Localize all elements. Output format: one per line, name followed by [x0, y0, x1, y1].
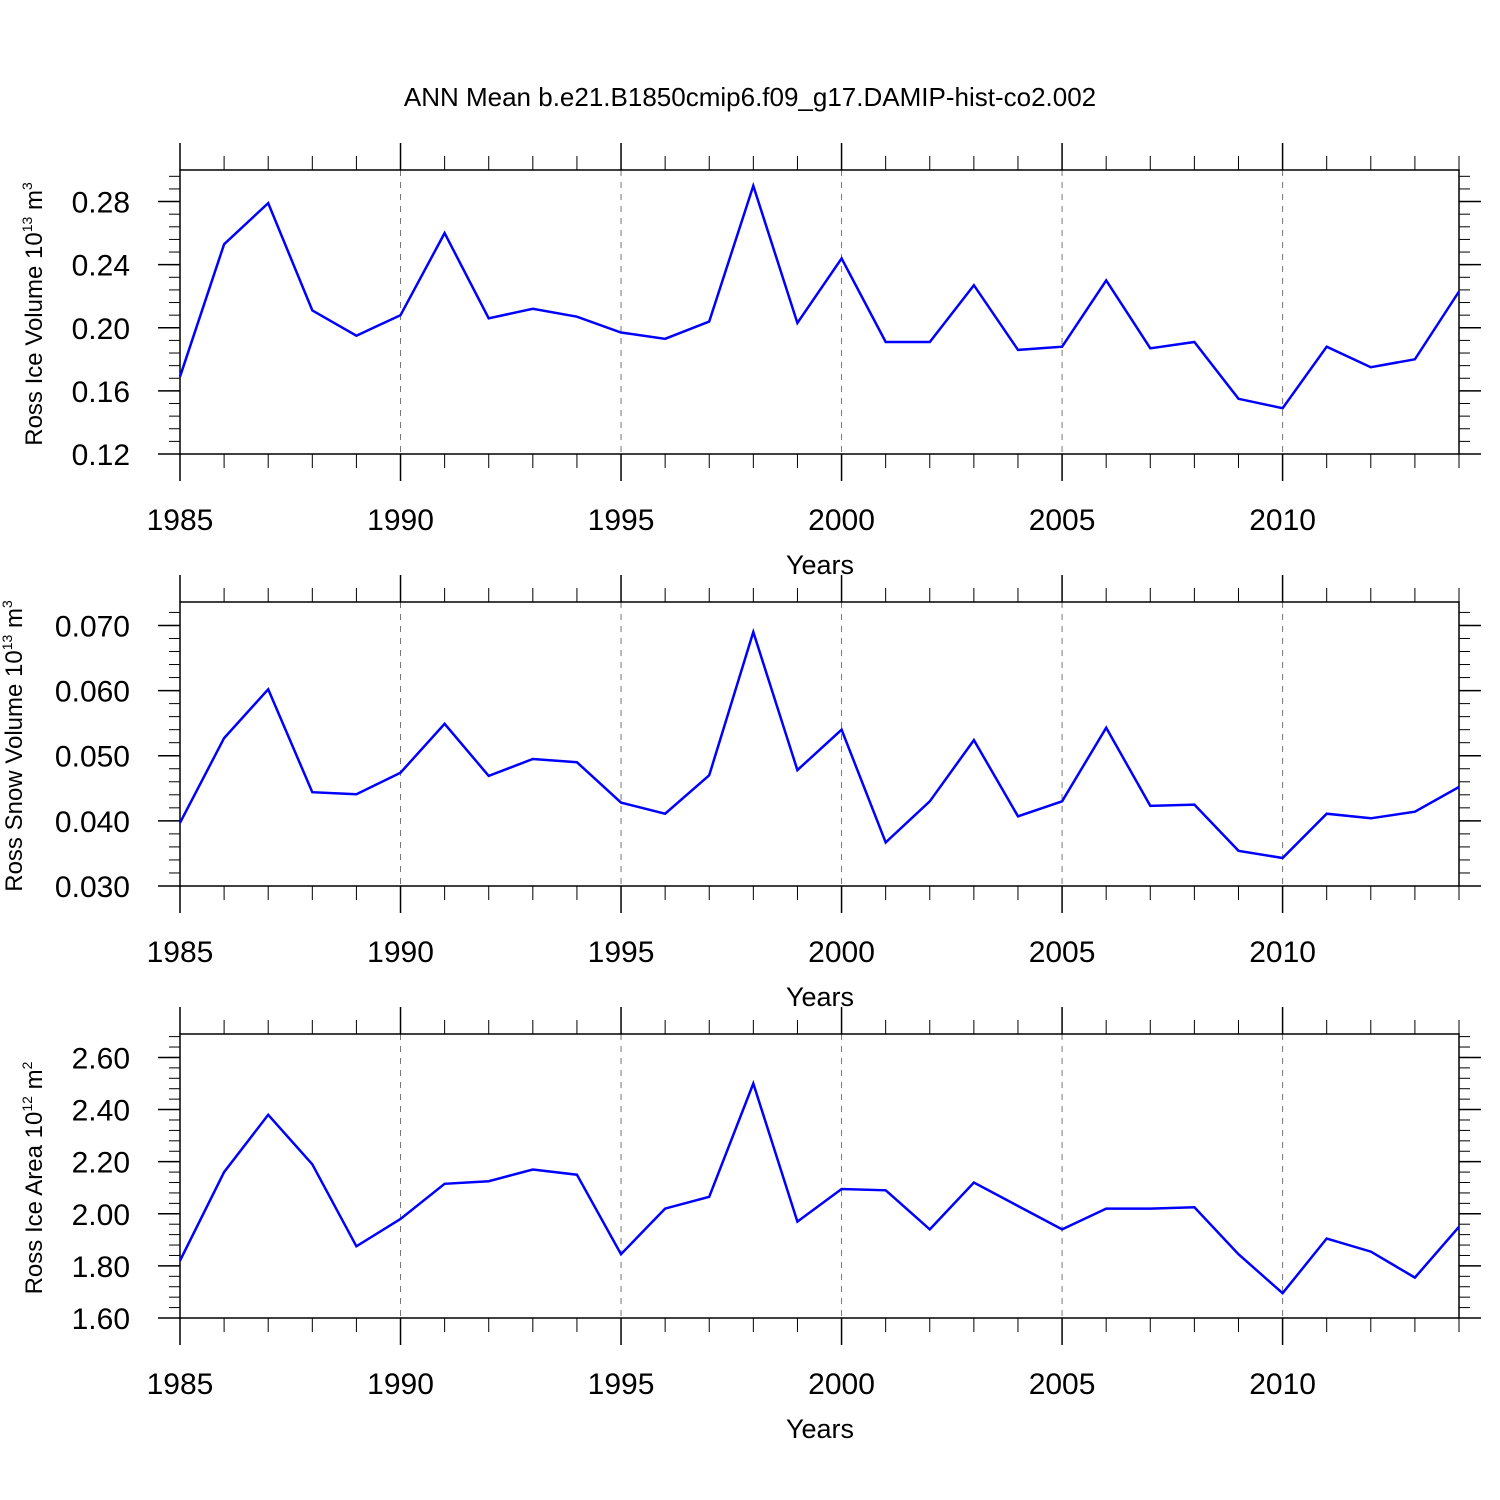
x-tick-label: 1985: [147, 1368, 214, 1401]
y-tick-label: 0.030: [55, 871, 130, 904]
y-tick-label: 0.28: [72, 187, 130, 220]
y-axis-label-text: Ross Ice Area 10: [21, 1112, 48, 1295]
panel-3: 1985 1990 1995 2000 2005 2010 1.60 1.80 2.00 2.20…: [19, 1007, 1481, 1444]
x-tick-label: 2000: [808, 504, 875, 537]
x-tick-label: 2000: [808, 936, 875, 969]
y-tick-label: 2.60: [72, 1042, 130, 1075]
y-axis-label: Ross Ice Volume 1013 m3: [19, 182, 48, 446]
y-tick-label: 0.040: [55, 806, 130, 839]
series-line: [178, 1079, 1460, 1296]
y-axis-label-unit-exponent: 3: [0, 600, 15, 608]
y-tick-label: 0.20: [72, 313, 130, 346]
y-axis-label-text: Ross Ice Volume 10: [21, 232, 48, 445]
x-axis-label: Years: [786, 550, 854, 580]
x-tick-label: 1990: [367, 504, 434, 537]
plot-frame: [179, 169, 1460, 455]
series-line: [178, 181, 1461, 410]
y-tick-label: 0.12: [72, 439, 130, 472]
plot-frame: [179, 601, 1460, 887]
x-tick-label: 2005: [1029, 936, 1096, 969]
x-tick-label: 2000: [808, 1368, 875, 1401]
y-tick-label: 2.40: [72, 1095, 130, 1128]
x-tick-label: 2010: [1249, 1368, 1316, 1401]
y-axis-label: Ross Snow Volume 1013 m3: [0, 600, 28, 892]
y-axis-label-unit: m: [21, 190, 48, 217]
y-axis-label-unit-exponent: 2: [19, 1061, 35, 1069]
y-axis-label-text: Ross Snow Volume 10: [1, 650, 28, 891]
figure-title: ANN Mean b.e21.B1850cmip6.f09_g17.DAMIP-…: [404, 82, 1096, 112]
y-tick-label: 1.60: [72, 1303, 130, 1336]
x-tick-label: 1995: [588, 504, 655, 537]
y-axis-label-unit-exponent: 3: [19, 182, 35, 190]
x-tick-label: 2005: [1029, 504, 1096, 537]
y-tick-label: 0.070: [55, 610, 130, 643]
y-tick-label: 0.24: [72, 250, 130, 283]
x-tick-label: 1990: [367, 936, 434, 969]
y-tick-label: 2.20: [72, 1147, 130, 1180]
y-tick-label: 0.060: [55, 676, 130, 709]
x-axis-label: Years: [786, 982, 854, 1012]
y-tick-label: 1.80: [72, 1251, 130, 1284]
x-axis-label: Years: [786, 1414, 854, 1444]
y-axis-label-unit: m: [21, 1069, 48, 1096]
x-tick-label: 2005: [1029, 1368, 1096, 1401]
x-tick-label: 1995: [588, 936, 655, 969]
x-tick-label: 1990: [367, 1368, 434, 1401]
plot-frame: [179, 1033, 1460, 1319]
y-tick-label: 0.16: [72, 376, 130, 409]
panels: 1985 1990 1995 2000 2005 2010 0.12 0.16 0.20 0.24…: [0, 143, 1481, 1444]
x-tick-label: 1995: [588, 1368, 655, 1401]
x-tick-label: 1985: [147, 936, 214, 969]
y-axis-label-exponent: 13: [0, 635, 15, 651]
panel-1: 1985 1990 1995 2000 2005 2010 0.12 0.16 0.20 0.24…: [19, 143, 1481, 580]
y-axis-label-unit: m: [1, 608, 28, 635]
y-axis-label-exponent: 13: [19, 217, 35, 233]
y-tick-label: 0.050: [55, 741, 130, 774]
y-axis-label: Ross Ice Area 1012 m2: [19, 1061, 48, 1294]
panel-2: 1985 1990 1995 2000 2005 2010 0.030 0.040 0.050 0…: [0, 575, 1481, 1012]
series-line: [178, 627, 1460, 860]
x-tick-label: 1985: [147, 504, 214, 537]
x-tick-label: 2010: [1249, 504, 1316, 537]
x-tick-label: 2010: [1249, 936, 1316, 969]
y-axis-label-exponent: 12: [19, 1096, 35, 1112]
y-tick-label: 2.00: [72, 1199, 130, 1232]
